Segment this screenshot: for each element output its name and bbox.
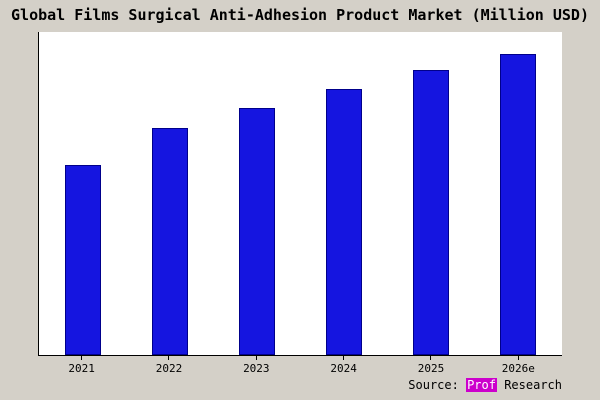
tick-mark (517, 356, 519, 360)
tick-mark (81, 356, 83, 360)
x-tick-label: 2025 (413, 356, 449, 375)
x-tick-label: 2026e (500, 356, 536, 375)
x-tick-text: 2024 (330, 362, 357, 375)
x-tick-text: 2026e (501, 362, 535, 375)
bar-2024 (326, 89, 363, 355)
source-highlight: Prof (466, 378, 497, 392)
tick-mark (343, 356, 345, 360)
bar-slot (64, 32, 101, 355)
x-tick-text: 2023 (243, 362, 270, 375)
x-tick-label: 2024 (326, 356, 362, 375)
x-tick-label: 2022 (151, 356, 187, 375)
bars (39, 32, 562, 355)
chart-title: Global Films Surgical Anti-Adhesion Prod… (11, 6, 589, 24)
x-labels: 2021 2022 2023 2024 2025 2026e (38, 356, 562, 375)
bar-2021 (64, 165, 101, 355)
x-tick-label: 2021 (64, 356, 100, 375)
bar-slot (151, 32, 188, 355)
bar-slot (500, 32, 537, 355)
x-tick-text: 2022 (155, 362, 183, 375)
bar-2025 (413, 70, 450, 355)
source-suffix: Research (496, 378, 562, 392)
source-line: Source: Prof Research (408, 378, 562, 392)
tick-mark (255, 356, 257, 360)
bar-slot (413, 32, 450, 355)
bar-2022 (151, 127, 188, 355)
tick-mark (168, 356, 170, 360)
bar-2023 (238, 107, 275, 355)
source-prefix: Source: (408, 378, 467, 392)
x-tick-text: 2025 (417, 362, 445, 375)
x-tick-text: 2021 (68, 362, 95, 375)
bar-slot (326, 32, 363, 355)
plot-area (38, 32, 562, 356)
x-tick-label: 2023 (238, 356, 274, 375)
bar-2026e (500, 54, 537, 355)
bar-slot (238, 32, 275, 355)
tick-mark (430, 356, 432, 360)
